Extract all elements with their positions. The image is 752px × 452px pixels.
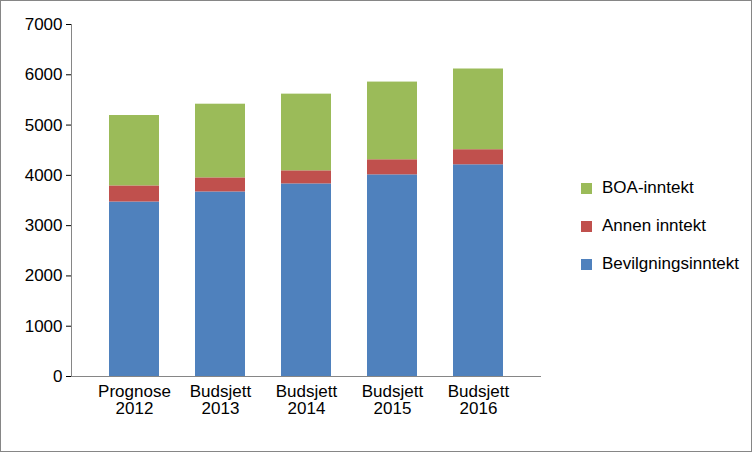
html-text:Bevilgningsinntekt: Bevilgningsinntekt (602, 254, 739, 273)
svg-text:6000: 6000 (25, 65, 63, 84)
html-text:BOA-inntekt: BOA-inntekt (602, 178, 694, 197)
svg-text:Budsjett2015: Budsjett2015 (362, 382, 424, 418)
svg-text:3000: 3000 (25, 216, 63, 235)
svg-text:7000: 7000 (25, 15, 63, 34)
html-text:Annen inntekt: Annen inntekt (602, 216, 706, 235)
svg-text:1000: 1000 (25, 317, 63, 336)
svg-text:Budsjett2013: Budsjett2013 (190, 382, 252, 418)
svg-text:Budsjett2014: Budsjett2014 (276, 382, 338, 418)
svg-text:4000: 4000 (25, 166, 63, 185)
svg-text:2000: 2000 (25, 266, 63, 285)
svg-text:Prognose2012: Prognose2012 (98, 382, 171, 418)
svg-text:5000: 5000 (25, 116, 63, 135)
svg-text:Budsjett2016: Budsjett2016 (448, 382, 510, 418)
svg-text:0: 0 (53, 367, 62, 386)
